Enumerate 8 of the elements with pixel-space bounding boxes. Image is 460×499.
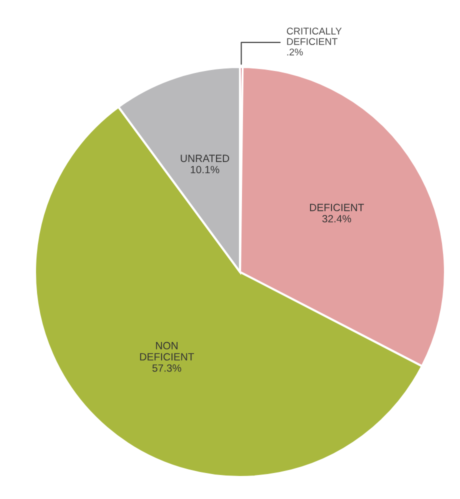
data-label: 32.4%	[322, 215, 352, 222]
slice-label: CRITICALLY DEFICIENT	[286, 28, 342, 46]
slice-label: DEFICIENT	[310, 204, 364, 212]
slice-label: NON DEFICIENT	[140, 342, 194, 361]
data-label: .2%	[287, 48, 303, 56]
data-label: 10.1%	[190, 166, 220, 174]
data-label: 57.3%	[152, 364, 182, 372]
slice-label: UNRATED	[180, 154, 230, 162]
